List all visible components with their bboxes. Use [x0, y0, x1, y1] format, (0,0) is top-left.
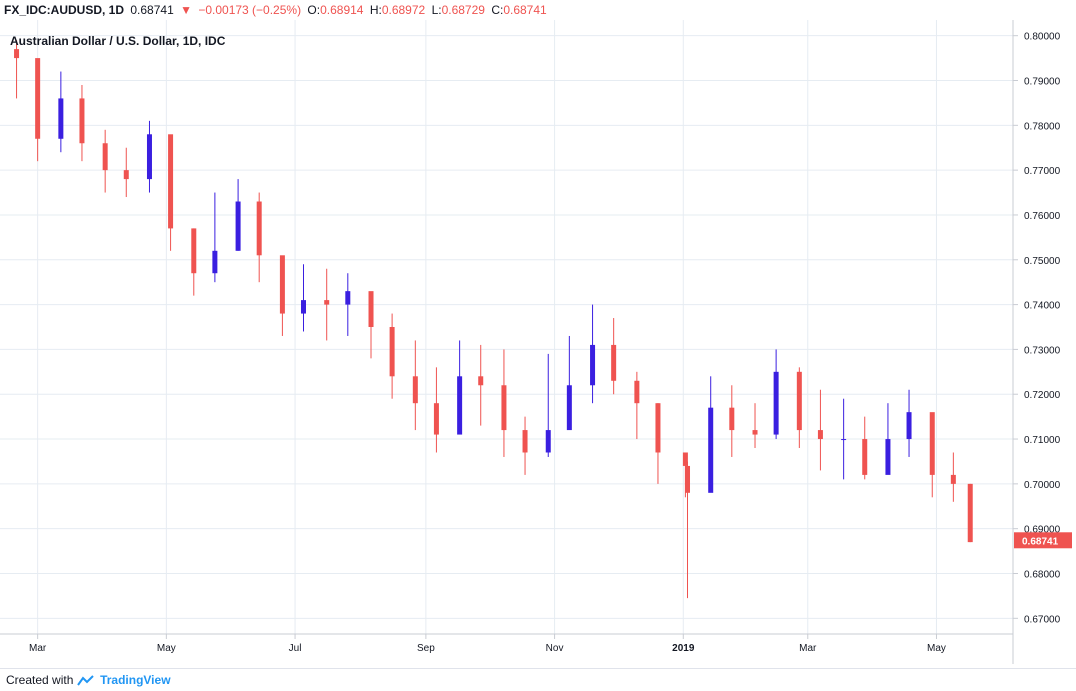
candle-body	[14, 49, 20, 59]
candle-body	[368, 291, 374, 327]
candle-body	[412, 376, 418, 404]
candle-body	[967, 483, 973, 543]
candle-body	[123, 170, 129, 180]
symbol-label[interactable]: FX_IDC:AUDUSD, 1D	[4, 3, 125, 17]
price-axis: 0.80000 0.79000 0.78000 0.77000 0.76000 0.750…	[1013, 32, 1061, 625]
candles	[14, 40, 973, 599]
candle-body	[885, 439, 891, 475]
candle-body	[545, 430, 551, 453]
down-arrow-icon: ▼	[180, 3, 192, 17]
candle-body	[235, 201, 241, 251]
candle-body	[501, 385, 507, 431]
y-tick-label: 0.74000	[1024, 301, 1061, 312]
open-label: O:	[307, 3, 321, 17]
candle-body	[655, 403, 661, 453]
time-axis: Mar May Jul Sep Nov 2019 Mar May	[29, 634, 946, 654]
candle-body	[478, 376, 484, 386]
x-tick-label: 2019	[672, 643, 695, 654]
y-tick-label: 0.75000	[1024, 256, 1061, 267]
candle-body	[841, 439, 847, 441]
candle-body	[457, 376, 463, 435]
candle-body	[522, 430, 528, 453]
candle-body	[35, 58, 41, 139]
y-tick-label: 0.72000	[1024, 390, 1061, 401]
candle-body	[389, 327, 395, 377]
tradingview-logo-icon	[76, 675, 94, 686]
candle-body	[906, 412, 912, 440]
candle-body	[611, 344, 617, 381]
high-value: 0.68972	[381, 3, 426, 17]
candle-body	[817, 430, 823, 440]
x-tick-label: May	[927, 643, 946, 654]
low-label: L:	[431, 3, 442, 17]
x-tick-label: Jul	[289, 643, 302, 654]
y-tick-label: 0.69000	[1024, 525, 1061, 536]
y-tick-label: 0.68000	[1024, 569, 1061, 580]
y-tick-label: 0.67000	[1024, 614, 1061, 625]
candle-body	[708, 407, 714, 493]
last-price: 0.68741	[130, 3, 174, 17]
chart-header: FX_IDC:AUDUSD, 1D 0.68741 ▼ −0.00173 (−0…	[0, 0, 1076, 20]
x-tick-label: Mar	[799, 643, 817, 654]
candle-body	[685, 465, 691, 493]
x-tick-label: Sep	[417, 643, 435, 654]
candle-body	[212, 250, 218, 274]
y-tick-label: 0.77000	[1024, 166, 1061, 177]
candle-body	[752, 430, 758, 435]
candle-body	[324, 300, 330, 305]
candle-body	[433, 403, 439, 435]
candle-body	[79, 98, 85, 144]
y-tick-label: 0.71000	[1024, 435, 1061, 446]
candle-body	[590, 344, 596, 386]
candle-body	[146, 134, 152, 180]
last-price-tag: 0.68741	[1014, 532, 1072, 549]
last-price-tag-label: 0.68741	[1022, 536, 1059, 547]
candle-body	[102, 143, 108, 171]
candle-body	[279, 255, 285, 314]
y-tick-label: 0.80000	[1024, 32, 1061, 43]
y-tick-label: 0.78000	[1024, 121, 1061, 132]
y-tick-label: 0.70000	[1024, 480, 1061, 491]
candle-body	[300, 300, 306, 314]
x-tick-label: Nov	[546, 643, 564, 654]
created-with-label: Created with	[6, 673, 74, 687]
chart-title: Australian Dollar / U.S. Dollar, 1D, IDC	[10, 34, 226, 48]
candle-body	[256, 201, 262, 256]
candle-body	[634, 380, 640, 404]
high-label: H:	[369, 3, 382, 17]
y-tick-label: 0.76000	[1024, 211, 1061, 222]
price-chart[interactable]: Australian Dollar / U.S. Dollar, 1D, IDC…	[0, 20, 1076, 668]
x-tick-label: May	[157, 643, 176, 654]
y-tick-label: 0.79000	[1024, 77, 1061, 88]
x-tick-label: Mar	[29, 643, 47, 654]
candle-body	[796, 371, 802, 431]
close-label: C:	[491, 3, 504, 17]
candle-body	[950, 474, 956, 484]
candle-body	[58, 98, 64, 139]
candle-body	[566, 385, 572, 431]
footer: Created with TradingView	[0, 668, 1076, 690]
candle-body	[191, 228, 197, 274]
candle-body	[862, 439, 868, 475]
candle-body	[168, 134, 174, 229]
candle-body	[345, 291, 351, 305]
last-price-tag-box	[1014, 532, 1072, 549]
price-change: −0.00173 (−0.25%)	[198, 3, 302, 17]
candle-body	[773, 371, 779, 435]
y-tick-label: 0.73000	[1024, 345, 1061, 356]
candle-body	[929, 412, 935, 475]
chart-grid	[0, 20, 1013, 634]
candle-body	[682, 452, 688, 466]
close-value: 0.68741	[503, 3, 547, 17]
open-value: 0.68914	[320, 3, 364, 17]
candle-body	[729, 407, 735, 431]
low-value: 0.68729	[441, 3, 485, 17]
tradingview-brand[interactable]: TradingView	[100, 673, 171, 687]
